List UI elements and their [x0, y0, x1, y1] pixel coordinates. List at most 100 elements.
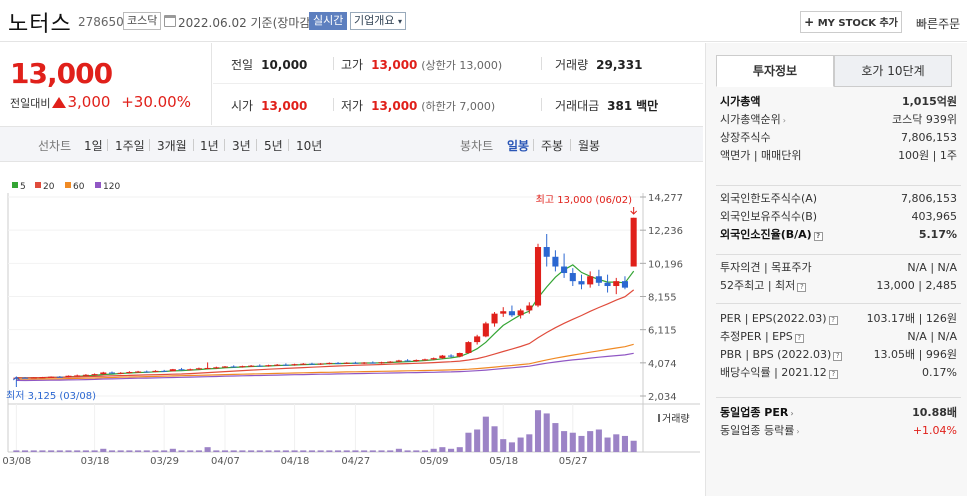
divider: [333, 57, 334, 70]
y-tick-label: 4,074: [648, 359, 677, 370]
candlestick-chart-svg[interactable]: 5 20 60 120 14,277 12,236 10,196 8,155 6,115 4,0…: [0, 163, 703, 496]
help-icon[interactable]: ?: [813, 232, 823, 241]
y-tick-label: 10,196: [648, 259, 683, 270]
tab-10year[interactable]: 10년: [296, 139, 323, 153]
tab-1year[interactable]: 1년: [200, 139, 219, 153]
candle-body: [413, 359, 420, 362]
candle-body: [39, 377, 46, 379]
info-row: 배당수익률 | 2021.12? 0.17%: [716, 364, 961, 382]
tab-hoga-10[interactable]: 호가 10단계: [834, 55, 952, 87]
candle-body: [256, 365, 263, 367]
lower-limit: (하한가 7,000): [421, 100, 496, 113]
volume-bar: [108, 450, 116, 452]
tab-invest-info[interactable]: 투자정보: [716, 55, 834, 87]
candle-body: [326, 362, 333, 364]
axis-labels: 14,277 12,236 10,196 8,155 6,115 4,074 2,034 03…: [2, 193, 689, 467]
help-icon[interactable]: ?: [797, 283, 807, 292]
ma-line-20: [16, 289, 635, 379]
tab-weekly[interactable]: 주봉: [541, 139, 564, 153]
volume-bar: [282, 450, 289, 452]
divider: [333, 98, 334, 111]
candle-body: [534, 247, 542, 306]
quote-row: 전일 10,000 고가 13,000 (상한가 13,000) 거래량 29,331: [213, 43, 703, 84]
tab-3year[interactable]: 3년: [232, 139, 251, 153]
tab-5year[interactable]: 5년: [264, 139, 283, 153]
candle-body: [578, 281, 585, 285]
candle-body: [630, 217, 637, 267]
tab-daily[interactable]: 일봉: [507, 139, 530, 153]
estimated-per-text: 추정PER | EPS: [720, 330, 793, 343]
candle-body: [169, 369, 176, 372]
x-tick-label: 04/18: [281, 456, 310, 467]
x-tick-label: 05/09: [420, 456, 449, 467]
volume-bar: [213, 450, 220, 452]
quick-order-link[interactable]: 빠른주문: [916, 17, 961, 31]
candle-body: [82, 374, 89, 376]
foreign-hold-label: 외국인보유주식수(B): [720, 210, 818, 223]
legend-swatch: [95, 182, 101, 188]
volume-bar: [613, 434, 620, 452]
company-info-dropdown[interactable]: 기업개요 ▾: [350, 12, 406, 30]
per-value: 103.17배 | 126원: [866, 312, 957, 325]
current-price: 13,000: [10, 57, 113, 90]
volume-bar: [195, 450, 202, 452]
candle-body: [135, 371, 142, 373]
candle-body: [248, 365, 255, 367]
industry-per-label[interactable]: 동일업종 PER ›: [720, 404, 794, 423]
help-icon[interactable]: ?: [833, 352, 843, 361]
volume-bar: [352, 450, 359, 452]
volume-bar: [378, 450, 385, 452]
add-mystock-button[interactable]: + MY STOCK 추가: [800, 11, 902, 33]
tab-candle-chart[interactable]: 봉차트: [460, 139, 494, 153]
candle-body: [56, 376, 63, 378]
volume-bar: [161, 450, 168, 452]
cap-rank-label[interactable]: 시가총액순위 ›: [720, 111, 786, 130]
stock-name: 노터스: [8, 12, 72, 37]
tab-1week[interactable]: 1주일: [115, 139, 145, 153]
candle-body: [308, 363, 316, 365]
volume-bar: [508, 442, 515, 452]
candle-body: [100, 372, 107, 375]
info-row: 외국인보유주식수(B) 403,965: [716, 208, 961, 226]
change-value: 3,000: [67, 93, 111, 111]
volume-bar: [143, 450, 150, 452]
volume-bar: [387, 450, 394, 452]
candle-body: [387, 361, 394, 363]
tab-monthly[interactable]: 월봉: [578, 139, 601, 153]
divider: [570, 139, 571, 151]
tab-line-chart[interactable]: 선차트: [38, 139, 72, 153]
divider: [193, 139, 194, 151]
volume-bar: [291, 450, 298, 452]
foreign-rate-text: 외국인소진율(B/A): [720, 228, 812, 241]
dividend-text: 배당수익률 | 2021.12: [720, 366, 827, 379]
tab-3month[interactable]: 3개월: [157, 139, 187, 153]
chevron-right-icon: ›: [782, 116, 786, 125]
help-icon[interactable]: ?: [828, 370, 838, 379]
cap-rank-text: 시가총액순위: [720, 113, 781, 126]
candle-body: [448, 355, 455, 357]
realtime-button[interactable]: 실시간: [309, 12, 348, 30]
upper-limit: (상한가 13,000): [421, 59, 503, 72]
market-badge: 코스닥: [123, 12, 162, 30]
info-row: 투자의견 | 목표주가 N/A | N/A: [716, 259, 961, 277]
ma-line-120: [16, 352, 634, 382]
candle-body: [621, 281, 629, 288]
low-arrow-icon: [12, 376, 20, 387]
volume-bar: [65, 450, 72, 452]
volume-value: 29,331: [596, 58, 643, 72]
industry-rate-label[interactable]: 동일업종 등락률 ›: [720, 422, 800, 441]
candle-body: [543, 247, 550, 257]
volume-bar: [13, 450, 20, 452]
divider: [149, 139, 150, 151]
volume-bar: [552, 423, 559, 452]
volume-bar: [448, 448, 455, 452]
volume-bar: [91, 450, 98, 452]
candle-body: [91, 374, 98, 376]
volume-bar: [561, 431, 568, 452]
volume-bar: [265, 450, 272, 452]
candle-body: [334, 362, 342, 364]
help-icon[interactable]: ?: [794, 334, 804, 343]
tab-1day[interactable]: 1일: [84, 139, 103, 153]
price-chart[interactable]: 5 20 60 120 14,277 12,236 10,196 8,155 6,115 4,0…: [0, 163, 703, 496]
help-icon[interactable]: ?: [828, 316, 838, 325]
